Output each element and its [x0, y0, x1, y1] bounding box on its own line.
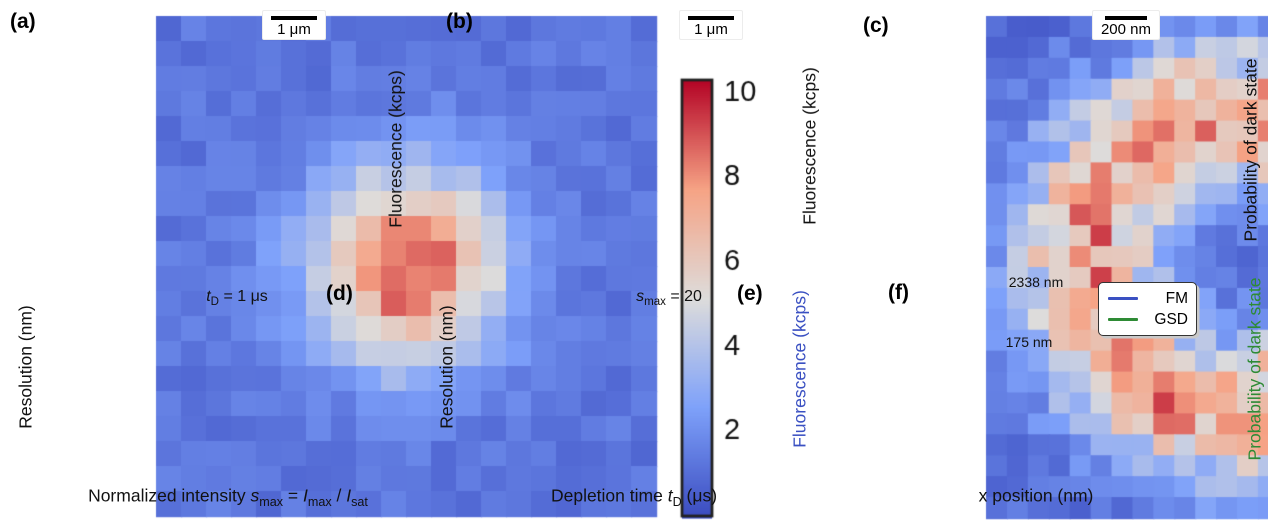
scalebar-b: 1 μm	[679, 10, 743, 40]
panel-letter-f: (f)	[888, 281, 909, 304]
legend-label-gsd: GSD	[1154, 310, 1188, 328]
fwhm-gsd-annotation: 175 nm	[1005, 334, 1053, 350]
panel-letter-b: (b)	[446, 10, 473, 33]
legend-item-fm: FM	[1108, 288, 1188, 309]
panel-letter-c: (c)	[863, 14, 889, 37]
plot-e-xlabel: Depletion time tD (μs)	[550, 485, 718, 509]
plot-e-annotation: smax = 20	[636, 287, 702, 309]
scalebar-b-line	[688, 16, 734, 20]
scalebar-b-label: 1 μm	[694, 21, 728, 38]
plot-d-annotation: tD = 1 μs	[206, 287, 268, 309]
plot-e-ylabel: Resolution (nm)	[436, 305, 457, 429]
legend-label-fm: FM	[1165, 289, 1188, 307]
scalebar-a-label: 1 μm	[277, 21, 311, 38]
scalebar-a: 1 μm	[262, 10, 326, 40]
panel-letter-d: (d)	[326, 282, 353, 305]
panel-letter-a: (a)	[10, 10, 36, 33]
scalebar-c-label: 200 nm	[1100, 21, 1152, 38]
colorbar-b-label: Fluorescence (kcps)	[799, 67, 820, 225]
plot-f-xlabel: x position (nm)	[978, 485, 1094, 506]
fm-line-swatch	[1108, 297, 1138, 300]
scalebar-c-line	[1105, 16, 1147, 20]
colorbar-a-label: Fluorescence (kcps)	[385, 70, 406, 228]
panel-letter-e: (e)	[737, 282, 763, 305]
fwhm-fm-annotation: 2338 nm	[1008, 274, 1064, 290]
colorbar-c-label: Probability of dark state	[1240, 58, 1261, 242]
scalebar-a-line	[271, 16, 317, 20]
plot-f-ylabel-left: Fluorescence (kcps)	[789, 290, 810, 448]
plot-d-xlabel: Normalized intensity smax = Imax / Isat	[88, 485, 368, 509]
gsd-line-swatch	[1108, 318, 1138, 321]
legend: FM GSD	[1098, 282, 1197, 336]
scalebar-c: 200 nm	[1092, 10, 1160, 40]
plot-f-ylabel-right: Probability of dark state	[1244, 277, 1265, 461]
legend-item-gsd: GSD	[1108, 309, 1188, 330]
plot-d-ylabel: Resolution (nm)	[15, 305, 36, 429]
